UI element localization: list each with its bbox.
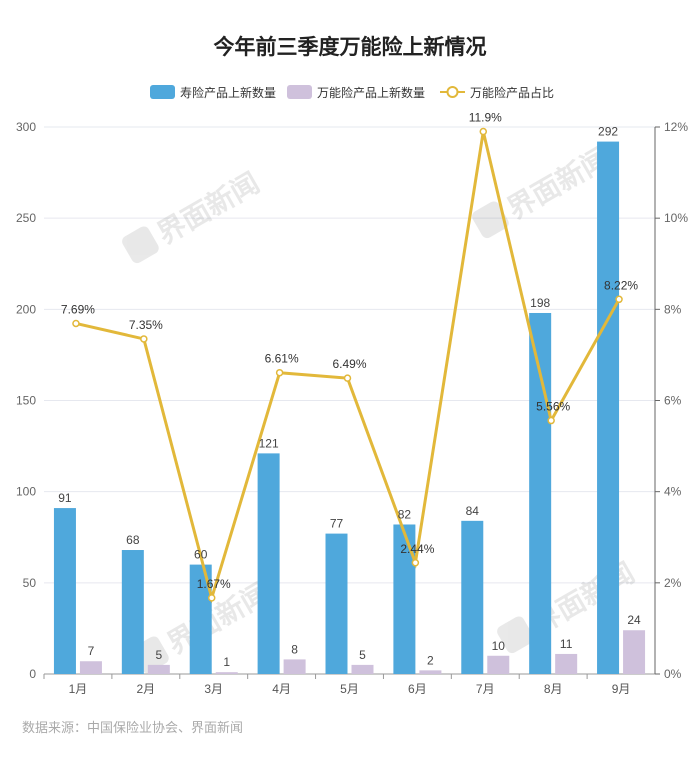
bar-value-label: 10 <box>492 639 506 653</box>
y2-tick-label: 2% <box>664 576 682 590</box>
line-series <box>72 127 623 604</box>
bar-universal-7 <box>487 655 510 674</box>
bar-value-label: 24 <box>627 613 641 627</box>
bar-universal-9 <box>623 630 646 674</box>
bar-value-label: 5 <box>359 648 366 662</box>
source-note: 数据来源：中国保险业协会、界面新闻 <box>22 720 243 735</box>
legend-label-ratio: 万能险产品占比 <box>470 85 554 100</box>
bar-life-8 <box>529 312 552 674</box>
watermark-logo-icon <box>497 616 534 654</box>
x-tick-label: 2月 <box>136 682 155 696</box>
bar-life-3 <box>189 564 212 674</box>
bar-value-label: 5 <box>155 648 162 662</box>
legend-swatch-life <box>150 85 175 99</box>
bars <box>53 141 646 674</box>
ratio-point <box>615 295 623 304</box>
y-tick-label: 150 <box>16 394 36 408</box>
bar-value-label: 292 <box>598 125 618 139</box>
x-tick-label: 1月 <box>69 682 88 696</box>
ratio-point <box>207 594 216 602</box>
y-tick-label: 250 <box>16 211 36 225</box>
bar-value-label: 1 <box>223 655 230 669</box>
ratio-label: 6.49% <box>332 357 366 371</box>
legend-swatch-universal <box>287 85 312 99</box>
bar-life-6 <box>393 524 416 674</box>
bar-life-7 <box>461 520 484 674</box>
bar-universal-6 <box>419 670 442 674</box>
watermark-logo-icon <box>122 226 159 264</box>
legend: 寿险产品上新数量 万能险产品上新数量 万能险产品占比 <box>150 85 554 100</box>
watermark: 界面新闻 <box>472 142 615 239</box>
x-tick-label: 6月 <box>408 682 427 696</box>
x-tick-label: 9月 <box>612 682 631 696</box>
ratio-point <box>72 319 80 328</box>
y2-tick-label: 6% <box>664 394 682 408</box>
ratio-label: 7.35% <box>129 318 163 332</box>
bar-value-label: 198 <box>530 296 550 310</box>
bar-value-label: 8 <box>291 642 298 656</box>
bar-value-label: 84 <box>466 504 480 518</box>
ratio-point <box>411 559 420 567</box>
ratio-label: 2.44% <box>400 542 434 556</box>
bar-value-label: 60 <box>194 548 208 562</box>
y2-tick-label: 8% <box>664 302 682 316</box>
y-tick-label: 100 <box>16 485 36 499</box>
x-tick-label: 5月 <box>340 682 359 696</box>
bar-value-label: 91 <box>58 491 72 505</box>
x-tick-label: 3月 <box>204 682 223 696</box>
ratio-point <box>343 374 352 382</box>
watermark-logo-icon <box>472 201 509 239</box>
legend-label-universal: 万能险产品上新数量 <box>317 85 425 100</box>
ratio-label: 11.9% <box>469 111 502 125</box>
x-tick-label: 4月 <box>272 682 291 696</box>
ratio-point <box>140 335 148 343</box>
bar-universal-1 <box>79 661 102 674</box>
bar-value-label: 68 <box>126 533 140 547</box>
bar-universal-2 <box>147 664 170 674</box>
bar-life-9 <box>597 141 620 674</box>
chart-title: 今年前三季度万能险上新情况 <box>214 35 487 59</box>
ratio-label: 1.67% <box>197 577 231 591</box>
bar-value-label: 11 <box>560 637 573 651</box>
bar-universal-8 <box>555 653 578 674</box>
bar-life-1 <box>53 508 76 674</box>
y2-tick-label: 10% <box>664 211 688 225</box>
y2-tick-label: 4% <box>664 485 682 499</box>
watermark-text: 界面新闻 <box>152 167 265 250</box>
legend-marker-icon <box>446 86 459 98</box>
ratio-point <box>479 127 488 136</box>
ratio-point <box>547 416 555 425</box>
ratio-label: 6.61% <box>265 352 299 366</box>
bar-value-label: 77 <box>330 517 344 531</box>
grid: 0 50 100 150 200 250 300 0% 2% 4% 6% 8% 10% 12% 1月 2月 3月… <box>16 120 688 696</box>
ratio-label: 7.69% <box>61 302 95 316</box>
y2-tick-label: 0% <box>664 667 682 681</box>
watermark: 界面新闻 <box>122 167 265 264</box>
bar-value-label: 121 <box>259 436 279 450</box>
x-tick-label: 8月 <box>544 682 563 696</box>
bar-value-label: 82 <box>398 507 412 521</box>
y-tick-label: 0 <box>29 667 36 681</box>
bar-value-label: 2 <box>427 653 434 667</box>
bar-universal-4 <box>283 659 306 674</box>
data-labels: 91 68 60 121 77 82 84 198 292 7 5 1 8 5 2 10 11 24 7.69% 7.… <box>58 111 641 670</box>
y2-tick-label: 12% <box>664 120 688 134</box>
y-tick-label: 300 <box>16 120 36 134</box>
ratio-point <box>275 368 284 377</box>
bar-life-5 <box>325 533 348 674</box>
bar-value-label: 7 <box>88 644 95 658</box>
x-tick-label: 7月 <box>476 682 495 696</box>
bar-life-2 <box>121 550 144 674</box>
ratio-label: 5.56% <box>536 400 570 414</box>
y-tick-label: 50 <box>23 576 37 590</box>
bar-universal-3 <box>215 672 238 674</box>
y-tick-label: 200 <box>16 302 36 316</box>
legend-label-life: 寿险产品上新数量 <box>180 85 276 100</box>
ratio-label: 8.22% <box>604 278 638 292</box>
bar-universal-5 <box>351 664 374 674</box>
bar-life-4 <box>257 453 280 674</box>
